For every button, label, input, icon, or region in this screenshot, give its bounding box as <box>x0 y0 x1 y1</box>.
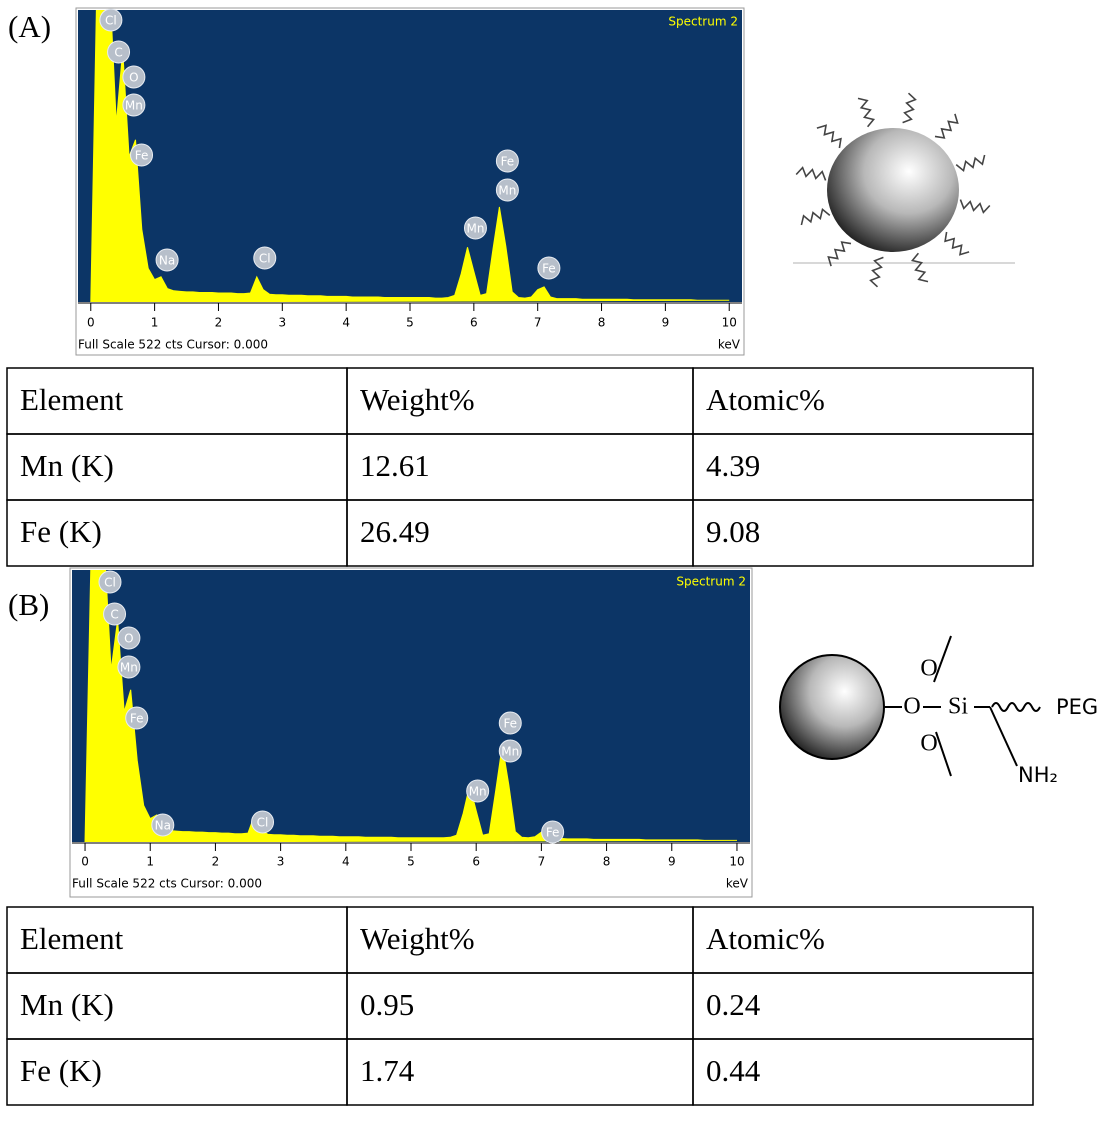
figure: O O O Si PEG NH₂ (A)012345678910Spectrum… <box>0 0 1120 1133</box>
peak-label: Mn <box>125 99 143 113</box>
peak-label: Mn <box>501 745 519 759</box>
x-tick-label: 5 <box>407 855 415 869</box>
spectrum-title: Spectrum 2 <box>668 15 738 29</box>
panel-label: (A) <box>8 9 51 44</box>
cell-text: 0.44 <box>706 1053 761 1088</box>
x-tick-label: 8 <box>603 855 611 869</box>
x-unit: keV <box>726 877 749 891</box>
cell-text: 0.95 <box>360 987 414 1022</box>
x-tick-label: 10 <box>722 316 737 330</box>
x-tick-label: 3 <box>278 316 286 330</box>
plot-area <box>72 570 750 842</box>
peak-label: O <box>124 632 133 646</box>
x-tick-label: 6 <box>472 855 480 869</box>
peak-label: Mn <box>469 785 487 799</box>
peak-label: Cl <box>259 252 271 266</box>
spectrum-footer: Full Scale 522 cts Cursor: 0.000 <box>72 877 262 891</box>
peak-label: Mn <box>498 184 516 198</box>
cell-text: 9.08 <box>706 514 760 549</box>
cell-text: 1.74 <box>360 1053 415 1088</box>
ligand <box>912 253 928 281</box>
x-tick-label: 6 <box>470 316 478 330</box>
header-text: Element <box>20 382 124 417</box>
atom-label: PEG <box>1056 695 1098 719</box>
x-tick-label: 2 <box>212 855 220 869</box>
atom-label: Si <box>948 694 968 720</box>
header-text: Atomic% <box>706 382 825 417</box>
ligand <box>801 209 829 225</box>
cell-text: 12.61 <box>360 448 430 483</box>
peak-label: Na <box>155 819 171 833</box>
header-text: Weight% <box>360 921 475 956</box>
x-tick-label: 10 <box>729 855 744 869</box>
peak-label: Cl <box>105 14 117 28</box>
ligand <box>858 98 874 126</box>
peak-label: C <box>114 46 122 60</box>
cell-text: Mn (K) <box>20 448 114 483</box>
page: O O O Si PEG NH₂ (A)012345678910Spectrum… <box>0 0 1120 1133</box>
peak-label: Fe <box>542 262 556 276</box>
x-tick-label: 7 <box>534 316 542 330</box>
peak-label: Cl <box>104 576 116 590</box>
cell-text: 4.39 <box>706 448 760 483</box>
x-tick-label: 0 <box>87 316 95 330</box>
x-tick-label: 8 <box>598 316 606 330</box>
ligand <box>935 114 958 138</box>
peak-label: Fe <box>546 826 560 840</box>
peak-label: Na <box>159 254 175 268</box>
x-tick-label: 9 <box>662 316 670 330</box>
ligand <box>903 93 916 122</box>
atom-label: NH₂ <box>1018 763 1058 787</box>
header-text: Atomic% <box>706 921 825 956</box>
cell-text: Fe (K) <box>20 1053 102 1088</box>
x-tick-label: 7 <box>538 855 546 869</box>
peak-label: O <box>129 71 138 85</box>
cell-text: 0.24 <box>706 987 761 1022</box>
cell-text: Fe (K) <box>20 514 102 549</box>
spectrum-footer: Full Scale 522 cts Cursor: 0.000 <box>78 338 268 352</box>
peak-label: Fe <box>503 717 517 731</box>
panel-label: (B) <box>8 587 49 622</box>
ligand <box>956 155 984 171</box>
peak-label: Fe <box>501 155 515 169</box>
x-tick-label: 4 <box>342 855 350 869</box>
atom-label: O <box>920 731 937 757</box>
peak-label: Cl <box>257 816 269 830</box>
x-unit: keV <box>718 338 741 352</box>
peak-label: Fe <box>130 712 144 726</box>
header-text: Element <box>20 921 124 956</box>
x-tick-label: 0 <box>81 855 89 869</box>
ligand <box>871 257 884 286</box>
peak-label: Fe <box>135 149 149 163</box>
ligand <box>945 232 969 255</box>
peak-label: Mn <box>466 222 484 236</box>
atom-label: O <box>920 656 937 682</box>
ligand <box>960 200 989 213</box>
cell-text: Mn (K) <box>20 987 114 1022</box>
x-tick-label: 1 <box>146 855 154 869</box>
x-tick-label: 9 <box>668 855 676 869</box>
x-tick-label: 2 <box>215 316 223 330</box>
atom-label: O <box>903 694 920 720</box>
ligand <box>817 125 841 148</box>
cell-text: 26.49 <box>360 514 430 549</box>
x-tick-label: 4 <box>342 316 350 330</box>
x-tick-label: 1 <box>151 316 159 330</box>
peak-label: C <box>110 608 118 622</box>
x-tick-label: 3 <box>277 855 285 869</box>
nanoparticle-diagram <box>793 93 1015 287</box>
peak-label: Mn <box>120 661 138 675</box>
ligand <box>796 168 825 181</box>
x-tick-label: 5 <box>406 316 414 330</box>
header-text: Weight% <box>360 382 475 417</box>
spectrum-title: Spectrum 2 <box>676 575 746 589</box>
